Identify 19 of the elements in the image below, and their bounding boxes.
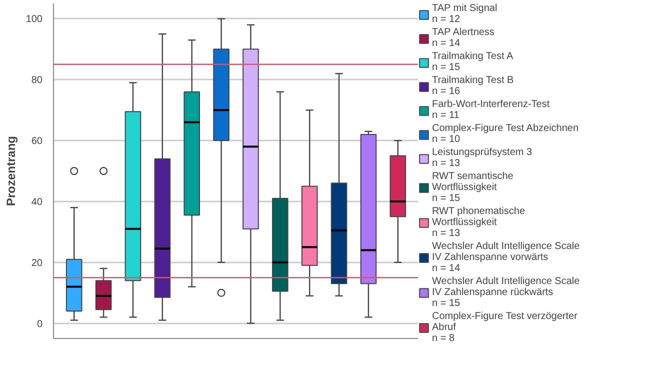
legend-label: Complex-Figure Test verzögerter Abruf n = 8 — [432, 311, 578, 344]
y-tick-label: 0 — [36, 318, 43, 330]
y-tick-label: 100 — [26, 14, 43, 26]
legend-label: Wechsler Adult Intelligence Scale IV Zahlenspanne vorwärts n = 14 — [432, 241, 580, 274]
legend-label: RWT semantische Wortflüssigkeit n = 15 — [432, 171, 514, 204]
legend-label: Wechsler Adult Intelligence Scale IV Zahlenspanne rückwärts n = 15 — [432, 276, 580, 309]
legend-label: Trailmaking Test A n = 15 — [432, 51, 514, 73]
y-tick-label: 40 — [31, 196, 43, 208]
legend-label: Leistungsprüfsystem 3 n = 13 — [432, 147, 532, 169]
legend-label: Complex-Figure Test Abzeichnen n = 10 — [432, 123, 579, 145]
y-tick-label: 60 — [31, 136, 43, 148]
legend-label: Farb-Wort-Interferenz-Test n = 11 — [432, 99, 550, 121]
y-axis-title: Prozentrang — [4, 136, 18, 206]
legend-label: TAP mit Signal n = 12 — [432, 3, 498, 25]
y-tick-label: 80 — [31, 75, 43, 86]
y-tick-label: 20 — [31, 258, 43, 269]
legend-label: RWT phonematische Wortflüssigkeit n = 13 — [432, 206, 526, 239]
legend-label: TAP Alertness n = 14 — [432, 27, 494, 49]
legend-label: Trailmaking Test B n = 16 — [432, 75, 514, 97]
